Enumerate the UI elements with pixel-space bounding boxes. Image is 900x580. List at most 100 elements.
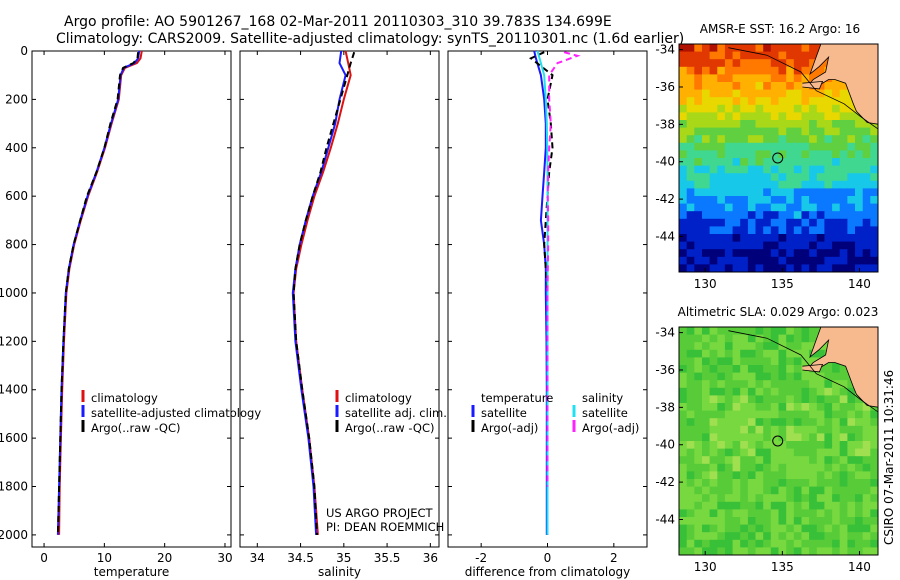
- heatmap-cell: [763, 44, 772, 53]
- heatmap-cell: [847, 188, 856, 197]
- heatmap-cell: [862, 135, 871, 144]
- heatmap-cell: [709, 74, 718, 83]
- heatmap-cell: [832, 479, 841, 488]
- legend-label-satellite: satellite-adjusted climatology: [91, 406, 261, 420]
- heatmap-cell: [824, 463, 833, 472]
- heatmap-cell: [770, 211, 780, 220]
- heatmap-cell: [786, 211, 795, 220]
- heatmap-cell: [732, 334, 741, 343]
- heatmap-cell: [870, 456, 878, 465]
- heatmap-cell: [717, 486, 726, 495]
- heatmap-cell: [709, 51, 718, 60]
- heatmap-cell: [679, 142, 688, 151]
- heatmap-cell: [786, 74, 795, 83]
- heatmap-cell: [801, 463, 810, 472]
- heatmap-cell: [816, 158, 826, 167]
- heatmap-cell: [740, 74, 749, 83]
- heatmap-cell: [839, 142, 848, 151]
- heatmap-cell: [793, 494, 803, 503]
- heatmap-cell: [847, 448, 856, 457]
- heatmap-cell: [686, 372, 695, 381]
- heatmap-cell: [824, 479, 833, 488]
- heatmap-cell: [740, 104, 749, 113]
- heatmap-cell: [839, 120, 848, 129]
- heatmap-cell: [778, 256, 787, 265]
- heatmap-cell: [732, 127, 741, 136]
- heatmap-cell: [786, 463, 795, 472]
- heatmap-cell: [747, 82, 757, 91]
- heatmap-cell: [839, 150, 848, 159]
- heatmap-cell: [793, 112, 803, 121]
- heatmap-cell: [786, 188, 795, 197]
- heatmap-cell: [801, 509, 810, 518]
- heatmap-cell: [839, 165, 848, 174]
- heatmap-cell: [747, 509, 757, 518]
- heatmap-cell: [786, 517, 795, 526]
- heatmap-cell: [824, 494, 833, 503]
- heatmap-cell: [724, 524, 734, 533]
- heatmap-cell: [824, 173, 833, 182]
- heatmap-cell: [855, 158, 864, 167]
- heatmap-cell: [824, 211, 833, 220]
- heatmap-cell: [679, 82, 688, 91]
- heatmap-cell: [732, 372, 741, 381]
- heatmap-cell: [724, 211, 734, 220]
- heatmap-cell: [686, 112, 695, 121]
- heatmap-cell: [809, 74, 818, 83]
- heatmap-cell: [732, 403, 741, 412]
- heatmap-cell: [832, 372, 841, 381]
- heatmap-cell: [778, 441, 787, 450]
- legend-label-satellite: satellite adj. clim.: [345, 406, 447, 420]
- heatmap-cell: [855, 418, 864, 427]
- heatmap-cell: [847, 425, 856, 434]
- heatmap-cell: [832, 524, 841, 533]
- heatmap-cell: [847, 241, 856, 250]
- heatmap-cell: [801, 120, 810, 129]
- heatmap-cell: [870, 501, 878, 510]
- heatmap-cell: [824, 365, 833, 374]
- heatmap-cell: [740, 142, 749, 151]
- heatmap-cell: [747, 403, 757, 412]
- heatmap-cell: [770, 120, 780, 129]
- heatmap-cell: [832, 188, 841, 197]
- heatmap-cell: [801, 395, 810, 404]
- x-tick-label: 34: [250, 551, 265, 565]
- heatmap-cell: [847, 173, 856, 182]
- heatmap-cell: [870, 539, 878, 548]
- heatmap-cell: [793, 211, 803, 220]
- heatmap-cell: [809, 517, 818, 526]
- heatmap-cell: [770, 501, 780, 510]
- heatmap-cell: [694, 365, 703, 374]
- heatmap-cell: [732, 66, 741, 75]
- heatmap-cell: [793, 524, 803, 533]
- heatmap-cell: [724, 395, 734, 404]
- heatmap-cell: [778, 471, 787, 480]
- heatmap-cell: [770, 104, 780, 113]
- heatmap-cell: [793, 410, 803, 419]
- heatmap-cell: [755, 150, 764, 159]
- heatmap-cell: [724, 380, 734, 389]
- heatmap-cell: [694, 82, 703, 91]
- heatmap-cell: [824, 120, 833, 129]
- heatmap-cell: [801, 142, 810, 151]
- heatmap-cell: [786, 395, 795, 404]
- heatmap-cell: [702, 66, 711, 75]
- heatmap-cell: [778, 448, 787, 457]
- heatmap-cell: [732, 135, 741, 144]
- heatmap-cell: [709, 127, 718, 136]
- heatmap-cell: [763, 188, 772, 197]
- heatmap-cell: [816, 539, 826, 548]
- heatmap-cell: [709, 441, 718, 450]
- heatmap-cell: [839, 395, 848, 404]
- heatmap-cell: [862, 249, 871, 258]
- heatmap-cell: [747, 112, 757, 121]
- heatmap-cell: [747, 494, 757, 503]
- heatmap-cell: [694, 517, 703, 526]
- heatmap-cell: [717, 387, 726, 396]
- heatmap-cell: [702, 241, 711, 250]
- heatmap-cell: [709, 357, 718, 366]
- heatmap-cell: [763, 226, 772, 235]
- heatmap-cell: [755, 327, 764, 336]
- heatmap-cell: [747, 334, 757, 343]
- heatmap-cell: [679, 150, 688, 159]
